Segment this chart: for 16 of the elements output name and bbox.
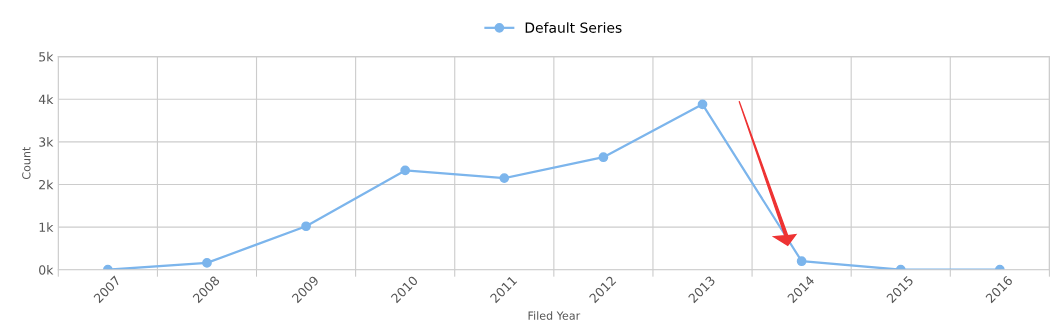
point — [301, 221, 311, 232]
y-tick-label: 3k — [39, 137, 54, 147]
point — [499, 173, 510, 183]
x-axis-title: Filed Year — [528, 311, 581, 320]
point — [697, 99, 708, 110]
y-tick-label: 0k — [39, 264, 54, 275]
point — [598, 152, 609, 163]
point — [202, 258, 212, 268]
point — [796, 256, 807, 267]
y-axis-title: Count — [22, 146, 31, 180]
y-tick-label: 2k — [39, 179, 54, 190]
y-tick-label: 1k — [39, 222, 54, 232]
y-tick-label: 4k — [38, 94, 54, 104]
point — [400, 165, 411, 176]
y-tick-label: 5k — [39, 51, 54, 62]
legend-label: Default Series — [525, 22, 622, 33]
